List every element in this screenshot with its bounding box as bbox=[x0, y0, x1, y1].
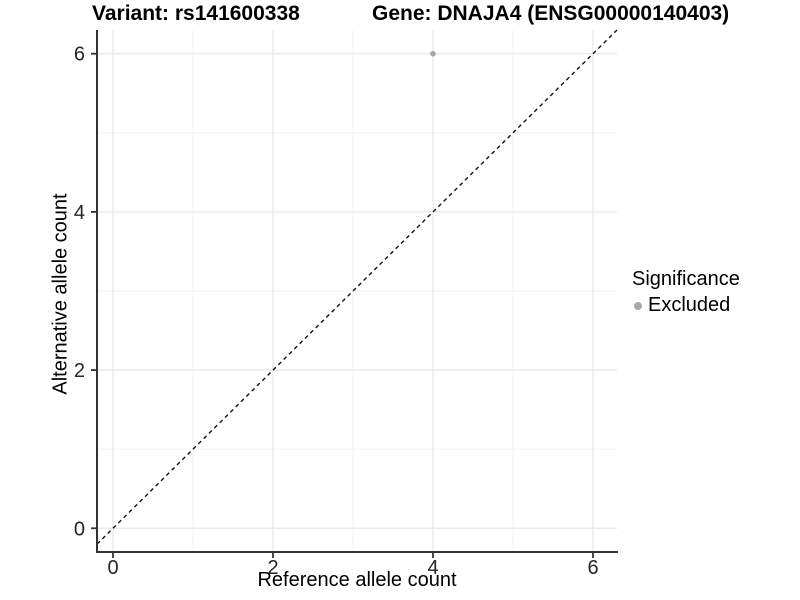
legend: Significance Excluded bbox=[632, 268, 740, 317]
data-point bbox=[430, 50, 436, 57]
y-tick-label: 0 bbox=[74, 518, 85, 540]
y-tick-label: 2 bbox=[74, 360, 85, 382]
identity-reference-line bbox=[96, 29, 618, 545]
excluded-point-icon bbox=[634, 301, 642, 310]
y-tick-label: 4 bbox=[74, 202, 85, 224]
legend-item-excluded: Excluded bbox=[634, 294, 740, 317]
legend-item-label: Excluded bbox=[648, 294, 731, 316]
x-tick-label: 4 bbox=[427, 557, 438, 579]
legend-title: Significance bbox=[632, 268, 740, 290]
x-tick-label: 2 bbox=[267, 557, 278, 579]
plot-title-variant: Variant: rs141600338 bbox=[92, 2, 300, 25]
x-tick-label: 0 bbox=[107, 557, 118, 579]
plot-title-gene: Gene: DNAJA4 (ENSG00000140403) bbox=[372, 2, 730, 25]
x-tick-label: 6 bbox=[587, 557, 598, 579]
x-axis-title: Reference allele count bbox=[257, 569, 457, 591]
y-tick-label: 6 bbox=[74, 44, 85, 66]
y-axis-title: Alternative allele count bbox=[49, 193, 72, 395]
